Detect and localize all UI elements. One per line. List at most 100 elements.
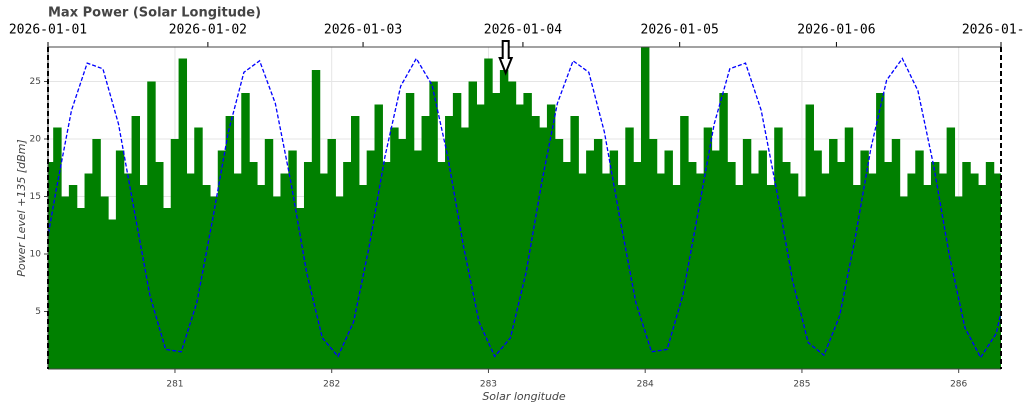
bar <box>930 162 940 369</box>
chart-title: Max Power (Solar Longitude) <box>48 6 261 21</box>
bar <box>162 208 172 369</box>
bar <box>437 162 446 369</box>
bar <box>366 150 376 369</box>
bar <box>711 150 720 369</box>
top-tick-label: 2026-01-04 <box>484 23 562 38</box>
bar <box>876 93 885 369</box>
bar <box>915 150 924 369</box>
bar <box>507 81 517 369</box>
bar <box>797 196 807 369</box>
bar <box>249 162 258 369</box>
bar <box>335 196 344 369</box>
bar <box>209 196 219 369</box>
bar <box>92 139 101 369</box>
bar <box>288 150 297 369</box>
x-tick-label: 285 <box>793 380 810 390</box>
bar <box>515 104 525 369</box>
bar <box>970 173 979 369</box>
bar <box>155 162 164 369</box>
bar <box>899 196 909 369</box>
bar <box>985 162 995 369</box>
bar <box>954 196 963 369</box>
bar <box>445 116 454 369</box>
bar <box>695 173 705 369</box>
bar <box>139 185 148 369</box>
bar <box>256 185 266 369</box>
bar <box>327 139 336 369</box>
bar <box>170 139 180 369</box>
bar <box>656 173 666 369</box>
bar <box>413 150 423 369</box>
bar <box>217 150 227 369</box>
bar <box>178 58 188 369</box>
bar <box>68 185 78 369</box>
bar <box>860 150 869 369</box>
bar <box>115 150 125 369</box>
bar <box>562 162 572 369</box>
bar <box>303 162 313 369</box>
bar <box>100 196 109 369</box>
bar <box>617 185 626 369</box>
bar <box>946 127 956 369</box>
bar <box>492 93 501 369</box>
bar <box>664 150 673 369</box>
y-tick-label: 20 <box>30 135 42 145</box>
bar <box>993 173 1001 369</box>
bar <box>554 139 564 369</box>
top-tick-label: 2026-01-07 <box>962 23 1024 38</box>
bar <box>48 162 54 369</box>
bar <box>633 162 642 369</box>
bar <box>84 173 93 369</box>
bar <box>390 127 399 369</box>
bar <box>405 93 415 369</box>
bar <box>735 185 744 369</box>
bar <box>868 173 877 369</box>
bar <box>609 150 619 369</box>
bar <box>601 173 611 369</box>
top-tick-label: 2026-01-02 <box>169 23 247 38</box>
x-tick-label: 283 <box>480 380 497 390</box>
bar <box>452 93 462 369</box>
bar <box>523 93 532 369</box>
bar <box>782 162 791 369</box>
x-tick-label: 286 <box>950 380 967 390</box>
bar <box>774 127 783 369</box>
bar <box>272 196 282 369</box>
bar <box>484 58 493 369</box>
bar <box>648 139 658 369</box>
bar <box>194 127 203 369</box>
bar <box>202 185 211 369</box>
bar <box>625 127 634 369</box>
top-tick-label: 2026-01-01 <box>9 23 87 38</box>
bar <box>460 127 470 369</box>
x-tick-label: 281 <box>166 380 183 390</box>
bar <box>531 116 540 369</box>
bar <box>374 104 383 369</box>
bar <box>147 81 156 369</box>
top-tick-label: 2026-01-05 <box>641 23 719 38</box>
y-tick-label: 25 <box>30 77 41 87</box>
y-tick-label: 5 <box>35 307 41 317</box>
bar <box>539 127 548 369</box>
bar <box>264 139 274 369</box>
y-axis-label: Power Level +135 [dBm] <box>15 139 28 276</box>
bar <box>76 208 86 369</box>
bar <box>742 139 752 369</box>
bar <box>319 173 329 369</box>
bar <box>578 173 587 369</box>
bar <box>907 173 916 369</box>
y-tick-label: 15 <box>30 192 41 202</box>
axes: 5 10 15 20 25 281 282 283 284 285 286 2026-01-01 202… <box>9 23 1024 390</box>
bar <box>421 116 430 369</box>
bar <box>476 104 485 369</box>
bar <box>570 116 579 369</box>
bar <box>382 162 391 369</box>
bar <box>844 127 854 369</box>
bar <box>311 70 321 369</box>
bar <box>61 196 70 369</box>
bar <box>891 139 901 369</box>
bar <box>680 116 689 369</box>
line <box>48 57 1001 359</box>
bar <box>883 162 893 369</box>
